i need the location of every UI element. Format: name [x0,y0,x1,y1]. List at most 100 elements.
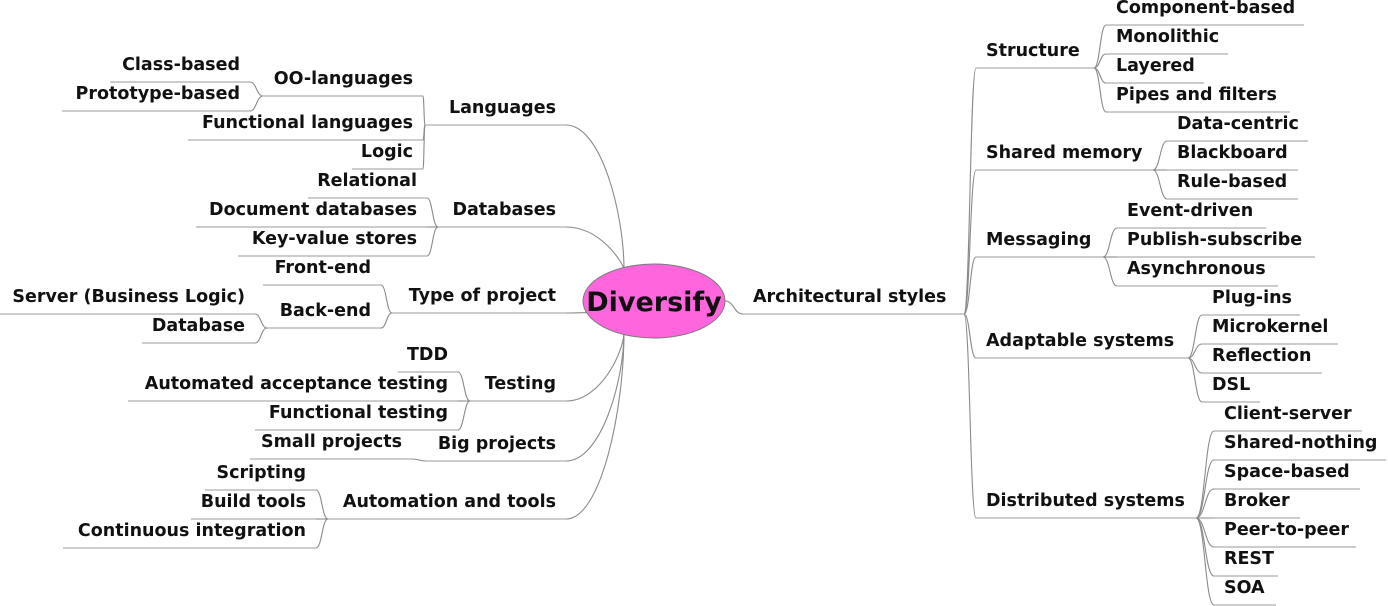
node-shared-nothing[interactable]: Shared-nothing [1224,433,1377,453]
node-structure[interactable]: Structure [986,41,1080,61]
edge [1102,227,1118,258]
node-soa[interactable]: SOA [1224,578,1265,598]
edge [411,458,427,462]
edge [422,95,426,126]
edge [1152,140,1168,171]
node-functional-testing[interactable]: Functional testing [269,403,448,423]
edge [426,197,439,228]
edge [963,313,977,519]
node-rule-based[interactable]: Rule-based [1177,172,1287,192]
node-reflection[interactable]: Reflection [1212,346,1311,366]
node-relational[interactable]: Relational [317,171,417,191]
edge-root [565,331,625,462]
edge [1195,430,1215,519]
edge-root [565,226,625,271]
node-dsl[interactable]: DSL [1212,375,1250,395]
edge [1093,67,1107,113]
node-data-centric[interactable]: Data-centric [1177,114,1299,134]
root-node[interactable]: Diversify [582,263,726,339]
node-asynchronous[interactable]: Asynchronous [1127,259,1266,279]
edge [315,518,329,549]
edge [380,312,393,329]
edge [1102,256,1118,287]
edge [457,400,471,431]
edge [1093,24,1107,69]
edge [254,327,268,344]
edge [1187,357,1203,403]
node-type-of-project[interactable]: Type of project [409,286,556,306]
node-testing[interactable]: Testing [485,374,556,394]
node-automated-acceptance-testing[interactable]: Automated acceptance testing [145,374,448,394]
edge [1093,53,1107,69]
node-prototype-based[interactable]: Prototype-based [76,84,240,104]
underlines-layer [0,24,1386,606]
edge [315,489,329,520]
node-architectural-styles[interactable]: Architectural styles [753,287,946,307]
edge [249,95,264,112]
edge [1187,343,1203,359]
edge [963,67,977,315]
node-adaptable-systems[interactable]: Adaptable systems [986,331,1174,351]
edge [254,313,268,329]
node-automation-and-tools[interactable]: Automation and tools [343,492,556,512]
node-database[interactable]: Database [152,316,245,336]
edge-root [565,331,625,520]
labels-layer: Languages OO-languages Class-based Prototyp… [12,0,1377,598]
edge [1187,314,1203,359]
edge-root [565,331,625,402]
node-back-end[interactable]: Back-end [280,301,371,321]
node-languages[interactable]: Languages [449,98,556,118]
node-functional-languages[interactable]: Functional languages [202,113,413,133]
node-client-server[interactable]: Client-server [1224,404,1352,424]
edge [963,169,977,315]
node-oo-languages[interactable]: OO-languages [274,69,413,89]
edge [422,124,426,170]
node-front-end[interactable]: Front-end [275,258,371,278]
node-microkernel[interactable]: Microkernel [1212,317,1328,337]
node-event-driven[interactable]: Event-driven [1127,201,1253,221]
node-publish-subscribe[interactable]: Publish-subscribe [1127,230,1302,250]
edge [1152,169,1168,200]
edge [963,313,977,359]
edge [457,371,471,402]
node-tdd[interactable]: TDD [407,345,448,365]
edge [1195,517,1215,577]
root-label: Diversify [586,287,722,318]
edge [1195,459,1215,519]
node-build-tools[interactable]: Build tools [201,492,306,512]
node-pipes-and-filters[interactable]: Pipes and filters [1116,85,1277,105]
node-big-projects[interactable]: Big projects [438,434,556,454]
node-class-based[interactable]: Class-based [122,55,240,75]
edge [1195,488,1215,519]
node-continuous-integration[interactable]: Continuous integration [78,521,306,541]
edge-root [724,300,744,315]
edge [249,81,264,97]
node-distributed-systems[interactable]: Distributed systems [986,491,1185,511]
node-plug-ins[interactable]: Plug-ins [1212,288,1292,308]
node-peer-to-peer[interactable]: Peer-to-peer [1224,520,1349,540]
node-server-business-logic[interactable]: Server (Business Logic) [12,287,245,307]
edge [963,256,977,315]
edge [426,226,439,257]
node-small-projects[interactable]: Small projects [261,432,402,452]
node-layered[interactable]: Layered [1116,56,1195,76]
root-ellipse [582,263,726,339]
node-broker[interactable]: Broker [1224,491,1290,511]
node-blackboard[interactable]: Blackboard [1177,143,1288,163]
edge [380,284,393,314]
edge-root [565,124,625,271]
edge [1195,517,1215,606]
node-logic[interactable]: Logic [361,142,413,162]
node-component-based[interactable]: Component-based [1116,0,1295,18]
node-key-value-stores[interactable]: Key-value stores [252,229,417,249]
node-messaging[interactable]: Messaging [986,230,1091,250]
node-databases[interactable]: Databases [452,200,556,220]
node-rest[interactable]: REST [1224,549,1274,569]
node-scripting[interactable]: Scripting [217,463,306,483]
edges-layer [249,24,1215,606]
node-monolithic[interactable]: Monolithic [1116,27,1219,47]
node-shared-memory[interactable]: Shared memory [986,143,1143,163]
node-document-databases[interactable]: Document databases [209,200,417,220]
node-space-based[interactable]: Space-based [1224,462,1350,482]
